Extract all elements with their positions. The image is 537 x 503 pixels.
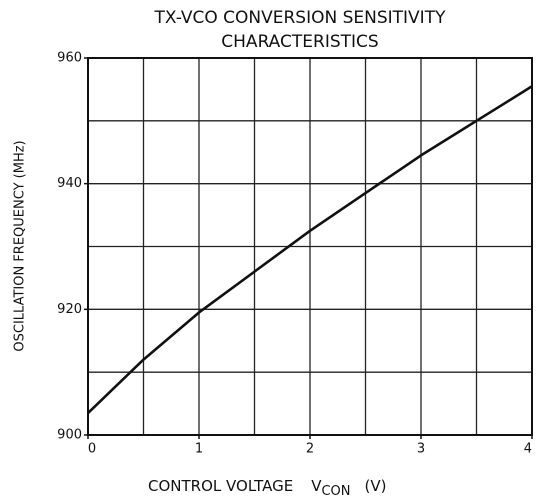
chart-title: CHARACTERISTICS — [221, 32, 378, 52]
x-axis-label-subscript: CON — [321, 484, 350, 499]
y-tick-label: 960 — [57, 51, 82, 66]
chart-title: TX-VCO CONVERSION SENSITIVITY — [154, 8, 447, 28]
x-axis-label: CONTROL VOLTAGE VCON (V) — [148, 477, 387, 499]
y-axis-label: OSCILLATION FREQUENCY (MHz) — [13, 140, 28, 351]
x-axis-label-unit: (V) — [365, 477, 387, 495]
data-line — [87, 85, 533, 414]
y-tick-label: 920 — [57, 302, 82, 317]
x-tick-label: 0 — [88, 442, 96, 457]
x-tick-label: 2 — [306, 442, 314, 457]
x-tick-label: 3 — [417, 442, 425, 457]
x-axis-label-symbol: V — [311, 477, 322, 495]
y-tick-label: 940 — [57, 176, 82, 191]
x-tick-label: 4 — [524, 442, 532, 457]
x-axis-label-text: CONTROL VOLTAGE — [148, 477, 293, 495]
x-tick-label: 1 — [195, 442, 203, 457]
y-tick-label: 900 — [57, 428, 82, 443]
